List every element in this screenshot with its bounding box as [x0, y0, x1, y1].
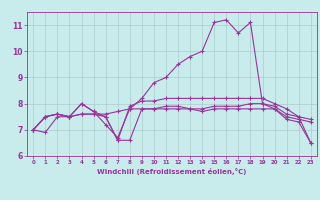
X-axis label: Windchill (Refroidissement éolien,°C): Windchill (Refroidissement éolien,°C) — [97, 168, 247, 175]
